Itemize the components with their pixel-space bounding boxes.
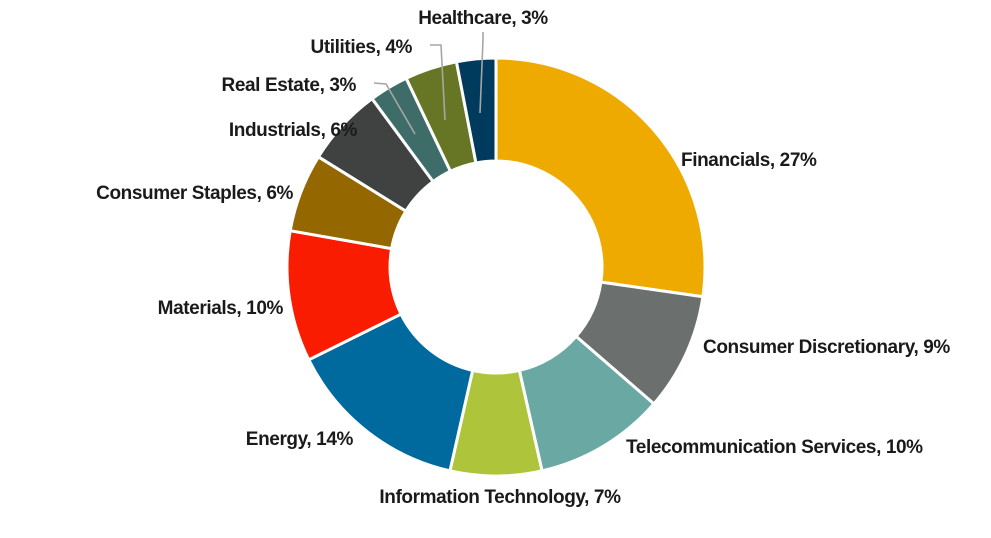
label-real-estate: Real Estate, 3% [222, 75, 357, 96]
label-information-technology: Information Technology, 7% [379, 487, 621, 508]
slices-layer [285, 56, 707, 478]
leader-line-utilities [430, 44, 446, 121]
slice-healthcare [454, 56, 498, 165]
leader-line-real-estate [373, 82, 416, 135]
label-energy: Energy, 14% [246, 429, 354, 450]
labels-layer: Financials, 27% Consumer Discretionary, 9… [96, 8, 951, 508]
leader-line-healthcare [479, 32, 484, 114]
label-healthcare: Healthcare, 3% [418, 8, 548, 29]
label-telecommunication-services: Telecommunication Services, 10% [626, 437, 923, 458]
label-financials: Financials, 27% [681, 150, 817, 171]
label-utilities: Utilities, 4% [311, 37, 413, 58]
label-consumer-staples: Consumer Staples, 6% [96, 183, 293, 204]
label-industrials: Industrials, 6% [229, 120, 358, 141]
label-consumer-discretionary: Consumer Discretionary, 9% [703, 337, 950, 358]
slice-financials [494, 56, 707, 299]
label-materials: Materials, 10% [158, 298, 284, 319]
slice-energy [307, 312, 475, 473]
leader-lines-layer [373, 32, 484, 135]
